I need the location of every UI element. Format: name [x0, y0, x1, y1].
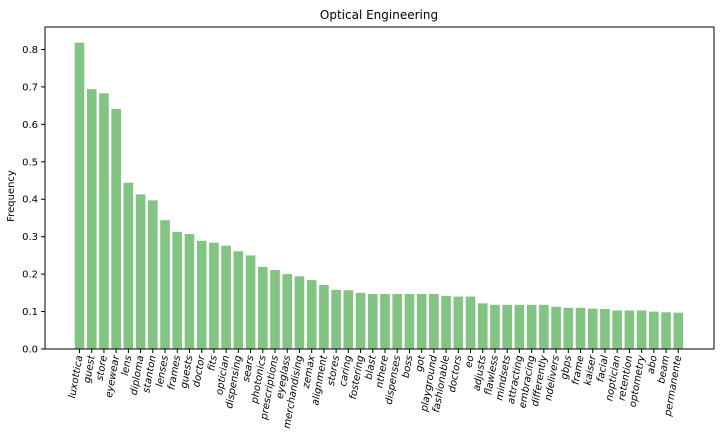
y-tick-label: 0.3 — [22, 232, 38, 243]
bar-frames — [172, 231, 183, 349]
bar-differently — [539, 304, 549, 349]
x-tick-label: guest — [82, 354, 98, 385]
bar-embracing — [526, 304, 537, 349]
bar-blast — [367, 293, 378, 349]
x-tick-label: blast — [364, 354, 379, 381]
bar-sears — [245, 255, 256, 349]
x-tick-label: lens — [120, 355, 134, 377]
bar-frame — [575, 307, 586, 349]
x-tick-label: boss — [401, 355, 416, 379]
x-tick-label: kaiser — [583, 354, 599, 386]
x-tick-label: eo — [464, 355, 477, 369]
x-tick-label: facial — [595, 354, 611, 383]
bar-photonics — [258, 267, 268, 349]
bar-lenses — [160, 220, 170, 349]
bar-guests — [184, 234, 195, 349]
chart-title: Optical Engineering — [320, 8, 438, 22]
bar-diploma — [135, 194, 146, 349]
x-tick-label: store — [95, 355, 110, 382]
bar-dispenses — [392, 293, 403, 349]
bar-nthere — [380, 293, 390, 349]
bar-abo — [649, 311, 659, 349]
bar-prescriptions — [270, 270, 280, 349]
x-tick-label: beam — [656, 354, 672, 384]
y-tick-label: 0.8 — [22, 45, 38, 56]
bar-lens — [123, 182, 134, 349]
bar-fostering — [355, 292, 366, 349]
bar-eo — [465, 296, 476, 349]
y-tick-label: 0.0 — [22, 345, 38, 356]
bar-mindsets — [502, 304, 512, 349]
bar-gbps — [563, 307, 574, 349]
bar-got — [416, 293, 427, 349]
bar-optometry — [636, 310, 647, 349]
bar-attracting — [514, 304, 525, 349]
x-tick-label: frame — [570, 355, 586, 386]
bars-group — [74, 42, 684, 350]
bar-noptician — [612, 310, 622, 349]
y-ticks-group: 0.0 0.1 0.2 0.3 0.4 0.5 0.6 0.7 0.8 — [22, 45, 45, 356]
bar-permanente — [673, 312, 684, 349]
y-tick-label: 0.7 — [22, 82, 38, 93]
bar-merchandising — [294, 276, 305, 349]
bar-dispensing — [233, 251, 244, 349]
bar-fits — [209, 242, 219, 349]
bar-beam — [661, 312, 671, 349]
bar-zemax — [306, 280, 317, 349]
bar-optician — [221, 245, 231, 349]
plot-frame — [44, 26, 715, 350]
bar-eyewear — [111, 109, 121, 349]
y-tick-label: 0.4 — [22, 195, 38, 206]
bar-store — [99, 93, 109, 350]
y-tick-label: 0.6 — [22, 120, 38, 131]
x-tick-label: got — [414, 354, 428, 373]
bar-doctor — [196, 240, 207, 349]
y-axis-label: Frequency — [6, 170, 17, 222]
bar-flawless — [490, 304, 500, 349]
bar-retention — [624, 310, 635, 349]
x-tick-label: sears — [241, 355, 256, 383]
bar-playground — [429, 293, 439, 349]
bar-stores — [331, 289, 341, 349]
y-tick-label: 0.5 — [22, 157, 38, 168]
x-tick-label: stores — [326, 355, 342, 387]
bar-ndelivers — [551, 306, 561, 349]
bar-alignment — [319, 284, 329, 349]
bar-doctors — [453, 296, 464, 349]
bar-fashionable — [441, 295, 451, 349]
x-tick-label: lenses — [155, 355, 171, 388]
x-tick-label: fits — [206, 355, 220, 372]
bar-caring — [343, 290, 354, 349]
bar-adjusts — [477, 303, 488, 349]
bar-guest — [86, 89, 97, 350]
bar-luxottica — [74, 42, 85, 349]
bar-facial — [600, 308, 610, 349]
bar-stanton — [148, 200, 158, 349]
y-tick-label: 0.1 — [22, 307, 38, 318]
x-tick-label: caring — [338, 355, 354, 388]
y-tick-label: 0.2 — [22, 270, 38, 281]
x-tick-label: abo — [646, 355, 660, 375]
bar-kaiser — [587, 308, 598, 349]
x-tick-label: gbps — [559, 355, 574, 381]
x-ticks-group: luxotticagueststoreeyewearlensdiplomasta… — [67, 349, 684, 430]
bar-eyeglass — [282, 274, 293, 349]
bar-boss — [404, 293, 415, 349]
